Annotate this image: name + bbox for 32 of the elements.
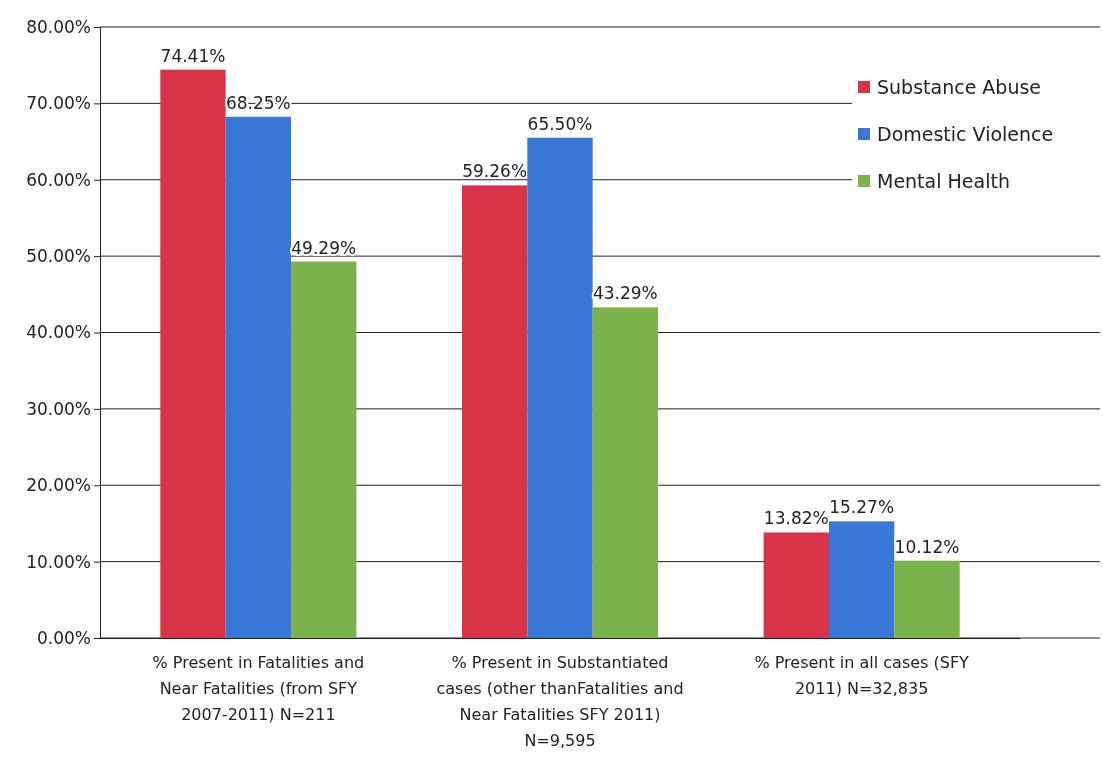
- data-label: 13.82%: [763, 508, 829, 529]
- y-tick-label: 70.00%: [26, 93, 91, 114]
- legend-label: Substance Abuse: [877, 76, 1042, 98]
- data-label: 65.50%: [527, 113, 593, 134]
- data-label: 10.12%: [894, 536, 960, 557]
- data-label: 43.29%: [592, 283, 658, 304]
- x-tick-label: % Present in all cases (SFY 2011) N=32,835: [754, 653, 970, 698]
- y-tick-label: 0.00%: [36, 627, 91, 648]
- x-tick-label: % Present in Substantiated cases (other thanFatalities and Near Fatalities SFY 2011) N=9,595: [436, 653, 684, 750]
- bar: [291, 261, 357, 638]
- y-tick-label: 30.00%: [26, 398, 91, 419]
- bar: [461, 185, 528, 638]
- bar: [225, 116, 292, 638]
- data-label: 49.29%: [291, 237, 357, 258]
- y-tick-label: 10.00%: [26, 551, 91, 572]
- y-tick-label: 20.00%: [26, 475, 91, 496]
- data-label: 15.27%: [829, 497, 895, 518]
- legend-label: Domestic Violence: [877, 123, 1054, 145]
- y-tick-label: 60.00%: [26, 169, 91, 190]
- bar: [592, 307, 659, 638]
- bar: [160, 69, 226, 638]
- bar: [828, 521, 895, 638]
- data-label: 59.26%: [462, 161, 528, 182]
- y-tick-label: 80.00%: [26, 16, 91, 37]
- legend-label: Mental Health: [877, 170, 1010, 192]
- y-tick-label: 50.00%: [26, 246, 91, 267]
- y-tick-label: 40.00%: [26, 322, 91, 343]
- data-label: 74.41%: [160, 45, 226, 66]
- bar: [527, 137, 593, 638]
- bar: [894, 560, 960, 638]
- bar: [763, 532, 829, 638]
- x-tick-label: % Present in Fatalities and Near Fatalities (from SFY 2007-2011) N=211: [152, 653, 365, 724]
